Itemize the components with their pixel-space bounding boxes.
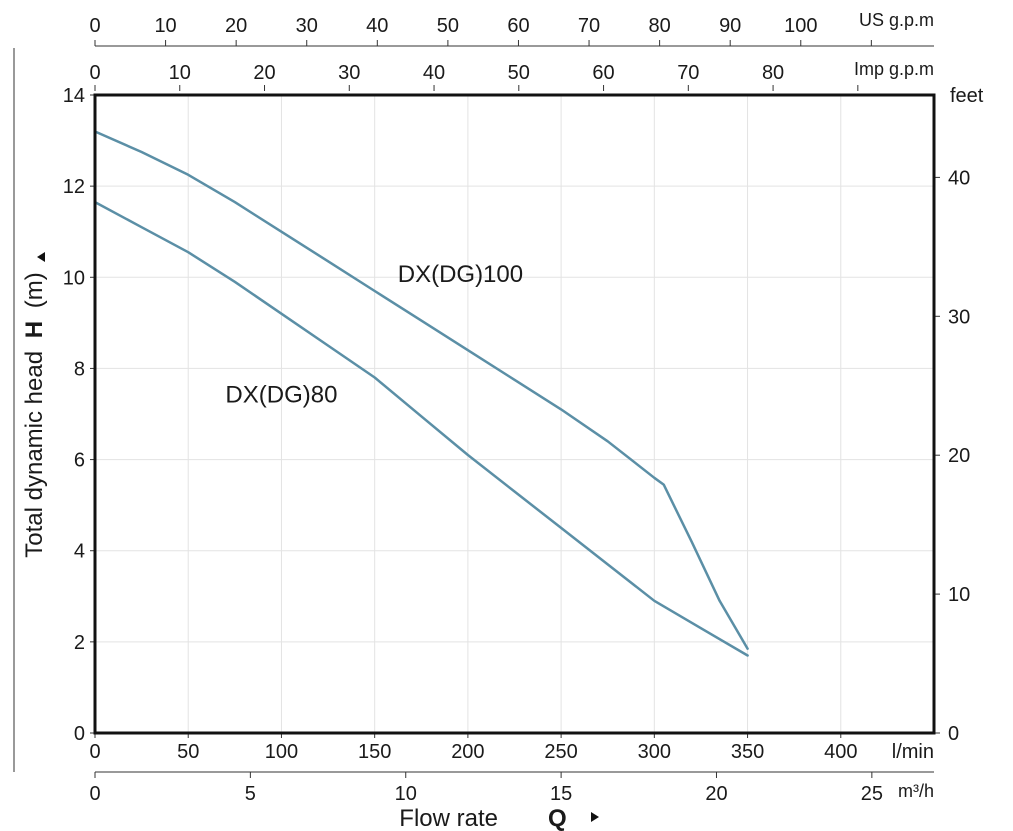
feet-tick-label: 10 — [948, 584, 970, 606]
imp-gpm-tick-label: 60 — [592, 62, 614, 84]
feet-tick-label: 20 — [948, 445, 970, 467]
m3h-unit: m³/h — [898, 781, 934, 801]
imp-gpm-axis: 0 10 20 30 40 50 60 70 80 Imp g.p.m — [89, 59, 934, 91]
y-tick-label: 2 — [74, 632, 85, 654]
x-axis-arrow-icon — [591, 812, 599, 822]
x-axis-lmin: 0 50 100 150 200 250 300 350 400 l/min — [89, 733, 934, 763]
us-gpm-tick-label: 40 — [366, 15, 388, 37]
x-tick-label: 400 — [824, 741, 857, 763]
x-tick-label: 300 — [638, 741, 671, 763]
x-tick-label: 50 — [177, 741, 199, 763]
us-gpm-tick-label: 0 — [89, 15, 100, 37]
grid-lines — [95, 95, 934, 733]
imp-gpm-tick-label: 10 — [169, 62, 191, 84]
imp-gpm-tick-label: 0 — [89, 62, 100, 84]
m3h-tick-label: 25 — [861, 783, 883, 805]
svg-text:Total dynamic head H: Total dynamic head H (m) — [21, 272, 48, 557]
imp-gpm-tick-label: 80 — [762, 62, 784, 84]
y-tick-label: 0 — [74, 723, 85, 745]
y-tick-label: 14 — [63, 85, 85, 107]
series-label: DX(DG)80 — [225, 382, 337, 409]
us-gpm-tick-label: 100 — [784, 15, 817, 37]
y-axis-m: 0 2 4 6 8 10 12 14 — [63, 85, 95, 745]
series-line-dx-dg-100 — [93, 130, 749, 650]
m3h-tick-label: 10 — [395, 783, 417, 805]
feet-tick-label: 30 — [948, 306, 970, 328]
m3h-tick-label: 0 — [89, 783, 100, 805]
y-tick-label: 10 — [63, 267, 85, 289]
y-axis-title-text: Total dynamic head — [21, 351, 48, 558]
y-tick-label: 12 — [63, 176, 85, 198]
imp-gpm-tick-label: 40 — [423, 62, 445, 84]
us-gpm-tick-label: 30 — [296, 15, 318, 37]
x-tick-label: 200 — [451, 741, 484, 763]
y-axis-title-symbol: H — [21, 321, 48, 338]
y-tick-label: 8 — [74, 358, 85, 380]
y-axis-arrow-icon — [37, 252, 45, 262]
imp-gpm-unit: Imp g.p.m — [854, 59, 934, 79]
feet-axis: 0 10 20 30 40 feet — [934, 85, 984, 745]
m3h-tick-label: 20 — [705, 783, 727, 805]
us-gpm-tick-label: 60 — [507, 15, 529, 37]
series-lines — [93, 130, 749, 657]
x-axis-title: Flow rate Q — [399, 805, 599, 831]
y-tick-label: 4 — [74, 541, 85, 563]
x-tick-label: 150 — [358, 741, 391, 763]
us-gpm-tick-label: 90 — [719, 15, 741, 37]
feet-tick-label: 0 — [948, 723, 959, 745]
imp-gpm-tick-label: 30 — [338, 62, 360, 84]
series-label: DX(DG)100 — [398, 261, 523, 288]
plot-frame — [93, 93, 936, 735]
feet-unit: feet — [950, 85, 984, 107]
x-axis-m3h: 0 5 10 15 20 25 m³/h — [89, 771, 934, 805]
series-line-dx-dg-80 — [93, 200, 749, 657]
x-axis-title-symbol: Q — [548, 805, 567, 831]
m3h-tick-label: 15 — [550, 783, 572, 805]
y-axis-title: Total dynamic head H (m) — [21, 252, 48, 558]
y-tick-label: 6 — [74, 450, 85, 472]
imp-gpm-tick-label: 70 — [677, 62, 699, 84]
us-gpm-axis: 0 10 20 30 40 50 60 70 80 90 100 US g.p.m — [89, 10, 934, 47]
x-tick-label: 250 — [544, 741, 577, 763]
us-gpm-unit: US g.p.m — [859, 10, 934, 30]
us-gpm-tick-label: 20 — [225, 15, 247, 37]
x-unit: l/min — [892, 741, 934, 763]
us-gpm-tick-label: 10 — [154, 15, 176, 37]
us-gpm-tick-label: 70 — [578, 15, 600, 37]
x-tick-label: 350 — [731, 741, 764, 763]
us-gpm-tick-label: 80 — [648, 15, 670, 37]
x-axis-title-text: Flow rate — [399, 805, 498, 831]
feet-tick-label: 40 — [948, 167, 970, 189]
y-axis-title-unit: (m) — [21, 272, 48, 308]
x-tick-label: 100 — [265, 741, 298, 763]
m3h-tick-label: 5 — [245, 783, 256, 805]
x-tick-label: 0 — [89, 741, 100, 763]
imp-gpm-tick-label: 50 — [508, 62, 530, 84]
us-gpm-tick-label: 50 — [437, 15, 459, 37]
series-labels: DX(DG)100 DX(DG)80 — [225, 261, 523, 409]
imp-gpm-tick-label: 20 — [253, 62, 275, 84]
